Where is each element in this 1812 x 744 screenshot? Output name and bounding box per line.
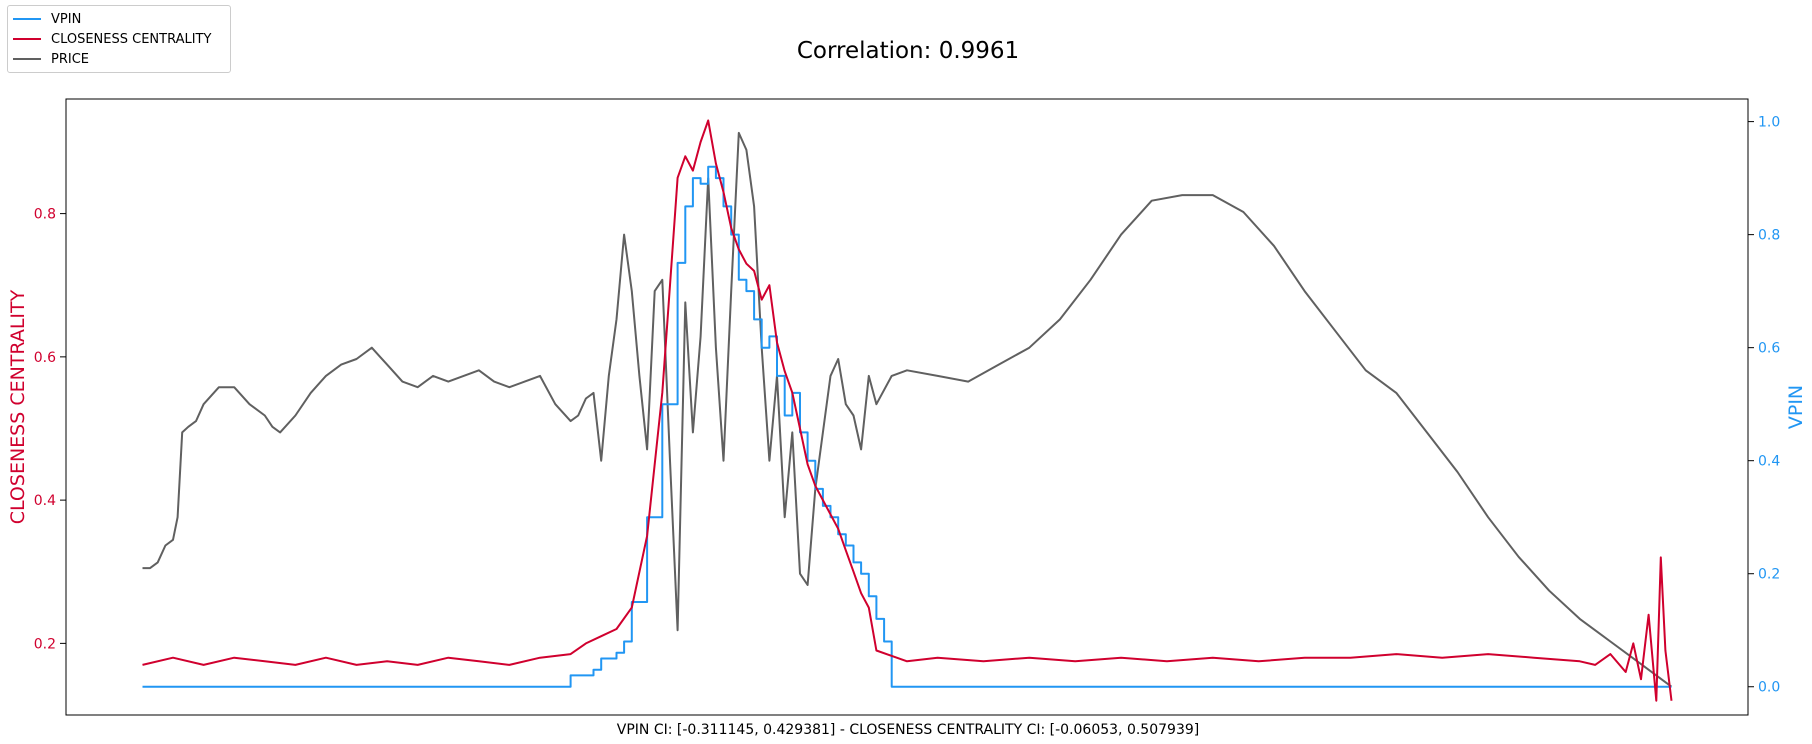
plot-area xyxy=(142,119,1673,702)
right-tick-label: 0.0 xyxy=(1758,680,1780,696)
series-line-closeness-centrality xyxy=(142,119,1673,702)
right-tick-label: 0.2 xyxy=(1758,567,1780,583)
series-line-vpin xyxy=(142,165,1672,688)
legend-label-price: PRICE xyxy=(51,51,89,67)
legend-swatch-closeness-centrality xyxy=(13,38,41,40)
right-axis: 0.0 0.2 0.4 0.6 0.8 1.0 xyxy=(1748,115,1780,696)
x-axis-label: VPIN CI: [-0.311145, 0.429381] - CLOSENE… xyxy=(617,722,1199,738)
left-tick-label: 0.4 xyxy=(34,493,56,509)
legend-item-vpin: VPIN xyxy=(8,9,81,29)
chart-title: Correlation: 0.9961 xyxy=(797,38,1019,64)
right-tick-label: 0.6 xyxy=(1758,341,1780,357)
legend-item-price: PRICE xyxy=(8,49,89,69)
plot-frame xyxy=(65,98,1749,716)
legend-label-closeness-centrality: CLOSENESS CENTRALITY xyxy=(51,31,212,47)
left-axis: 0.2 0.4 0.6 0.8 xyxy=(34,207,66,652)
series-line-price xyxy=(142,131,1673,688)
left-tick-label: 0.8 xyxy=(34,207,56,223)
left-tick-label: 0.6 xyxy=(34,350,56,366)
y-axis-right-label: VPIN xyxy=(1785,385,1807,429)
legend-item-closeness-centrality: CLOSENESS CENTRALITY xyxy=(8,29,211,49)
left-tick-label: 0.2 xyxy=(34,636,56,652)
right-tick-label: 1.0 xyxy=(1758,115,1780,131)
legend: VPIN CLOSENESS CENTRALITY PRICE xyxy=(7,5,231,73)
right-tick-label: 0.8 xyxy=(1758,228,1780,244)
right-tick-label: 0.4 xyxy=(1758,454,1780,470)
legend-label-vpin: VPIN xyxy=(51,11,82,27)
y-axis-left-label: CLOSENESS CENTRALITY xyxy=(7,289,29,524)
legend-swatch-vpin xyxy=(13,18,41,20)
legend-swatch-price xyxy=(13,58,41,60)
